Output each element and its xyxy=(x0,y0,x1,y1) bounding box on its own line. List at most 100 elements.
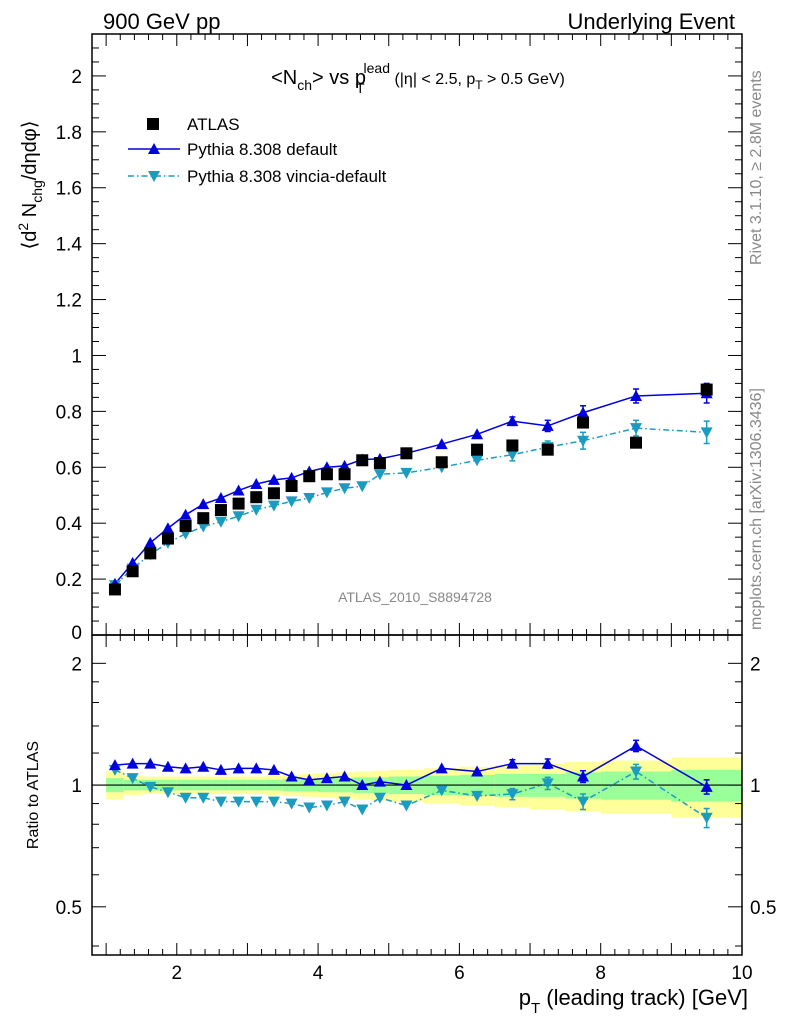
marker-atlas xyxy=(303,470,316,483)
ratio-marker-pythia-default xyxy=(700,780,713,792)
ratio-marker-pythia-vincia xyxy=(435,785,448,797)
ratio-marker-pythia-vincia xyxy=(320,800,333,812)
marker-pythia-vincia xyxy=(250,504,263,516)
top-panel-title: <Nch> vs pTlead (|η| < 2.5, pT > 0.5 GeV… xyxy=(271,60,565,96)
ratio-y-tick-label-right: 0.5 xyxy=(750,898,776,919)
y-tick-label: 0.4 xyxy=(56,514,83,535)
marker-pythia-vincia xyxy=(506,449,519,461)
y-tick-label: 0.6 xyxy=(56,458,82,479)
marker-pythia-default xyxy=(471,428,484,440)
marker-atlas xyxy=(356,454,369,467)
ratio-marker-pythia-default xyxy=(126,757,139,769)
marker-pythia-default xyxy=(179,508,192,520)
x-tick-label: 4 xyxy=(313,963,324,984)
top-y-axis-label: ⟨d2 Nchg/dηdφ⟩ xyxy=(15,120,45,249)
series-line-pythia-default xyxy=(114,392,707,585)
marker-pythia-vincia xyxy=(267,500,280,512)
marker-atlas xyxy=(338,468,351,481)
ratio-marker-pythia-default xyxy=(338,770,351,782)
y-tick-label: 1.4 xyxy=(56,235,83,256)
ratio-marker-pythia-default xyxy=(577,770,590,782)
ratio-marker-pythia-default xyxy=(630,739,643,751)
marker-atlas xyxy=(285,480,298,493)
ratio-marker-pythia-vincia xyxy=(267,796,280,808)
marker-pythia-vincia xyxy=(356,481,369,493)
marker-atlas xyxy=(435,456,448,469)
marker-pythia-vincia xyxy=(471,455,484,467)
ratio-marker-pythia-default xyxy=(320,772,333,784)
x-tick-label: 2 xyxy=(171,963,182,984)
marker-pythia-default xyxy=(197,498,210,510)
y-tick-label: 1 xyxy=(71,346,82,367)
ratio-marker-pythia-vincia xyxy=(630,766,643,778)
ratio-marker-pythia-default xyxy=(541,757,554,769)
marker-pythia-vincia xyxy=(338,483,351,495)
ratio-marker-pythia-default xyxy=(303,773,316,785)
ratio-marker-pythia-default xyxy=(144,757,157,769)
ratio-marker-pythia-default xyxy=(179,762,192,774)
ratio-marker-pythia-vincia xyxy=(144,781,157,793)
marker-pythia-vincia xyxy=(232,511,245,523)
marker-pythia-vincia xyxy=(700,427,713,439)
ratio-marker-pythia-default xyxy=(356,779,369,791)
marker-atlas xyxy=(320,468,333,481)
x-tick-label: 6 xyxy=(454,963,465,984)
header-left: 900 GeV pp xyxy=(103,9,220,34)
analysis-watermark: ATLAS_2010_S8894728 xyxy=(338,589,492,605)
ratio-marker-pythia-vincia xyxy=(700,812,713,824)
ratio-marker-pythia-default xyxy=(435,762,448,774)
ratio-marker-pythia-default xyxy=(373,775,386,787)
marker-pythia-vincia xyxy=(214,516,227,528)
marker-atlas xyxy=(126,565,139,578)
ratio-marker-pythia-vincia xyxy=(506,789,519,801)
ratio-marker-pythia-vincia xyxy=(356,804,369,816)
marker-atlas xyxy=(161,532,174,545)
marker-atlas xyxy=(144,547,157,560)
ratio-marker-pythia-vincia xyxy=(179,792,192,804)
marker-pythia-default xyxy=(214,492,227,504)
ratio-marker-pythia-default xyxy=(400,779,413,791)
marker-pythia-vincia xyxy=(577,435,590,447)
ratio-marker-pythia-default xyxy=(197,760,210,772)
legend-marker-pythia-default xyxy=(148,143,160,154)
y-tick-label: 1.6 xyxy=(56,179,82,200)
marker-pythia-default xyxy=(144,536,157,548)
legend-label-pythia-vincia: Pythia 8.308 vincia-default xyxy=(187,167,387,186)
ratio-marker-pythia-default xyxy=(250,762,263,774)
ratio-marker-pythia-vincia xyxy=(214,796,227,808)
y-tick-label-zero: 0 xyxy=(71,623,82,644)
marker-pythia-default xyxy=(630,389,643,401)
marker-pythia-default xyxy=(126,556,139,568)
ratio-y-axis-label: Ratio to ATLAS xyxy=(25,741,42,849)
x-tick-label: 10 xyxy=(731,963,752,984)
marker-atlas xyxy=(179,519,192,532)
legend-marker-atlas xyxy=(147,118,159,130)
legend: ATLAS Pythia 8.308 default Pythia 8.308 … xyxy=(128,115,387,186)
marker-pythia-default xyxy=(435,438,448,450)
ratio-marker-pythia-vincia xyxy=(400,800,413,812)
ratio-marker-pythia-vincia xyxy=(471,790,484,802)
marker-pythia-vincia xyxy=(320,487,333,499)
marker-atlas xyxy=(197,512,210,525)
marker-pythia-default xyxy=(232,484,245,496)
ratio-marker-pythia-vincia xyxy=(250,796,263,808)
ratio-marker-pythia-vincia xyxy=(161,787,174,799)
marker-atlas xyxy=(400,447,413,460)
marker-atlas xyxy=(630,436,643,449)
ratio-y-tick-label: 1 xyxy=(71,776,82,797)
y-tick-label: 1.8 xyxy=(56,123,82,144)
header-right: Underlying Event xyxy=(567,9,735,34)
ratio-y-tick-label-right: 1 xyxy=(750,776,761,797)
ratio-marker-pythia-vincia xyxy=(303,802,316,814)
marker-atlas xyxy=(214,504,227,517)
ratio-marker-pythia-default xyxy=(285,770,298,782)
ratio-y-tick-label: 2 xyxy=(71,654,82,675)
ratio-marker-pythia-vincia xyxy=(126,773,139,785)
marker-atlas xyxy=(267,487,280,500)
ratio-marker-pythia-default xyxy=(267,763,280,775)
marker-atlas xyxy=(700,383,713,396)
marker-atlas xyxy=(232,497,245,510)
marker-pythia-default xyxy=(161,522,174,534)
rivet-label: Rivet 3.1.10, ≥ 2.8M events xyxy=(748,70,765,265)
